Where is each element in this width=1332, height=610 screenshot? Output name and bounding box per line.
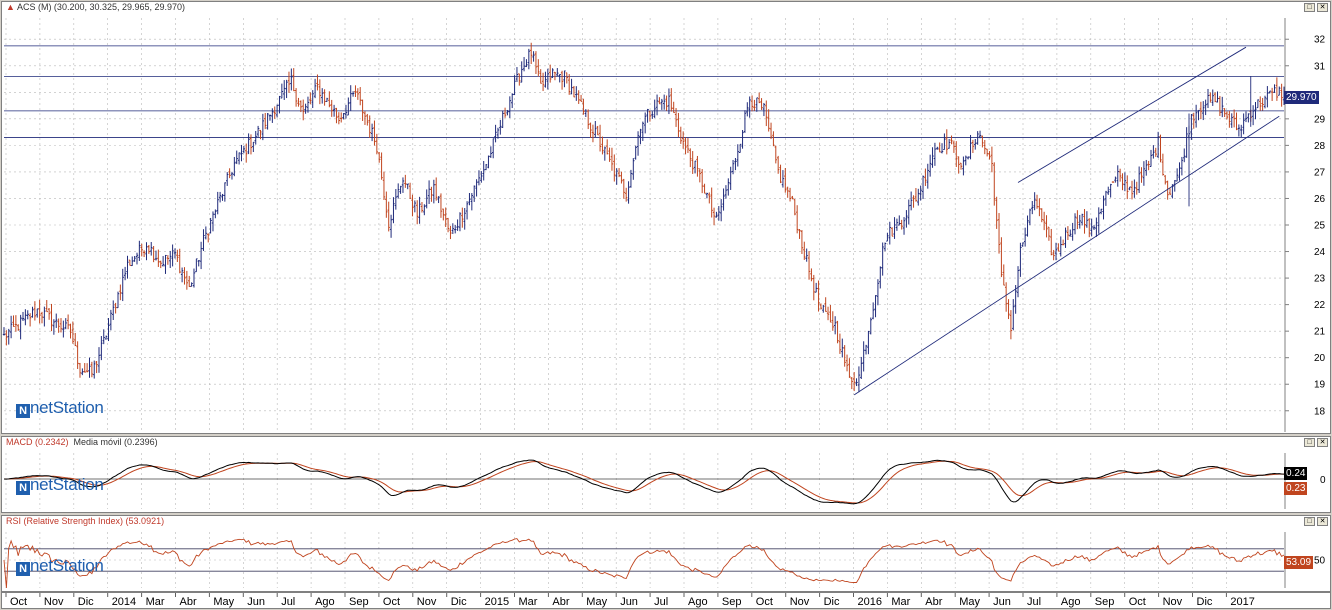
rsi-panel-title: RSI (Relative Strength Index) (53.0921) xyxy=(6,516,165,526)
close-button[interactable]: ✕ xyxy=(1317,438,1328,447)
price-panel-title: ▲ ACS (M) (30.200, 30.325, 29.965, 29.97… xyxy=(6,2,186,12)
x-axis-label: Ago xyxy=(315,596,335,608)
x-axis-label: Ago xyxy=(688,596,708,608)
x-axis-label: Jun xyxy=(620,596,638,608)
netstation-logo-icon: N xyxy=(16,562,30,576)
close-button[interactable]: ✕ xyxy=(1317,517,1328,526)
x-axis-label: Dic xyxy=(451,596,467,608)
price-y-ticks: 18 19 20 21 22 23 24 25 26 27 28 29 31 32 xyxy=(1285,35,1326,417)
x-axis-labels: Oct Nov Dic 2014 Mar Abr May Jun Jul Ago Sep Oct Nov… xyxy=(5,593,1255,608)
x-axis-label: Abr xyxy=(925,596,942,608)
price-panel: ▲ ACS (M) (30.200, 30.325, 29.965, 29.97… xyxy=(1,1,1331,434)
price-y-tick-label: 26 xyxy=(1314,194,1326,205)
rsi-mid-label: 50 xyxy=(1314,556,1326,567)
price-y-tick-label: 18 xyxy=(1314,406,1326,417)
x-axis-label: Sep xyxy=(1095,596,1115,608)
x-axis-label: May xyxy=(586,596,607,608)
close-button[interactable]: ✕ xyxy=(1317,3,1328,12)
x-axis-label: Abr xyxy=(180,596,197,608)
price-y-tick-label: 21 xyxy=(1314,327,1326,338)
x-axis-label: May xyxy=(959,596,980,608)
price-y-tick-label: 28 xyxy=(1314,141,1326,152)
x-axis-label: Nov xyxy=(417,596,437,608)
rsi-line xyxy=(3,538,1285,589)
restore-button[interactable]: □ xyxy=(1304,3,1315,12)
netstation-logo-icon: N xyxy=(16,404,30,418)
last-price-tag: 29.970 xyxy=(1284,91,1319,104)
price-chart: 18 19 20 21 22 23 24 25 26 27 28 29 31 32 xyxy=(2,18,1326,432)
signal-value-tag: 0.23 xyxy=(1284,482,1308,495)
macd-grid xyxy=(5,453,1227,509)
x-axis-label: Dic xyxy=(1197,596,1213,608)
macd-chart: 0 xyxy=(3,453,1326,509)
x-axis-label: Abr xyxy=(552,596,569,608)
x-axis-label: Nov xyxy=(44,596,64,608)
price-y-tick-label: 23 xyxy=(1314,274,1326,285)
x-axis-label: Oct xyxy=(383,596,400,608)
rsi-grid xyxy=(5,532,1227,588)
signal-line xyxy=(4,460,1284,504)
macd-value-tag: 0.24 xyxy=(1284,467,1308,480)
x-axis-label: Mar xyxy=(519,596,538,608)
x-axis-label: Jul xyxy=(281,596,295,608)
x-axis-label: 2014 xyxy=(112,596,136,608)
macd-panel: MACD (0.2342) Media móvil (0.2396) □ ✕ 0… xyxy=(1,436,1331,513)
x-axis-label: Jul xyxy=(654,596,668,608)
macd-line xyxy=(3,459,1285,505)
x-axis-label: 2015 xyxy=(485,596,509,608)
x-axis-label: 2017 xyxy=(1230,596,1254,608)
x-axis-label: Nov xyxy=(790,596,810,608)
x-axis-label: Mar xyxy=(891,596,910,608)
x-axis-label: Dic xyxy=(78,596,94,608)
x-axis-label: Nov xyxy=(1163,596,1183,608)
x-axis-label: Oct xyxy=(756,596,773,608)
x-axis-label: Ago xyxy=(1061,596,1081,608)
price-y-tick-label: 32 xyxy=(1314,35,1326,46)
price-y-tick-label: 31 xyxy=(1314,61,1326,72)
restore-button[interactable]: □ xyxy=(1304,438,1315,447)
macd-panel-title: MACD (0.2342) Media móvil (0.2396) xyxy=(6,437,158,447)
price-y-tick-label: 22 xyxy=(1314,300,1326,311)
x-axis-label: Jun xyxy=(993,596,1011,608)
rsi-panel: RSI (Relative Strength Index) (53.0921) … xyxy=(1,515,1331,592)
x-axis-label: May xyxy=(213,596,234,608)
netstation-logo-icon: N xyxy=(16,481,30,495)
rsi-chart: 50 xyxy=(3,532,1326,589)
price-y-tick-label: 27 xyxy=(1314,167,1326,178)
x-axis-label: Sep xyxy=(722,596,742,608)
x-axis-label: Oct xyxy=(10,596,27,608)
x-axis-label: Oct xyxy=(1129,596,1146,608)
restore-button[interactable]: □ xyxy=(1304,517,1315,526)
x-axis-label: Sep xyxy=(349,596,369,608)
x-axis: Oct Nov Dic 2014 Mar Abr May Jun Jul Ago Sep Oct Nov… xyxy=(1,592,1331,609)
rsi-value-tag: 53.09 xyxy=(1284,556,1314,569)
x-axis-label: Jun xyxy=(247,596,265,608)
x-axis-label: Mar xyxy=(146,596,165,608)
x-axis-label: Jul xyxy=(1027,596,1041,608)
x-axis-label: Dic xyxy=(824,596,840,608)
price-y-tick-label: 19 xyxy=(1314,380,1326,391)
macd-zero-label: 0 xyxy=(1320,475,1326,486)
price-grid xyxy=(4,18,1284,432)
price-y-tick-label: 24 xyxy=(1314,247,1326,258)
price-bars xyxy=(2,42,1286,393)
price-y-tick-label: 20 xyxy=(1314,353,1326,364)
price-y-tick-label: 29 xyxy=(1314,114,1326,125)
x-axis-label: 2016 xyxy=(858,596,882,608)
price-y-tick-label: 25 xyxy=(1314,221,1326,232)
channel-upper-line xyxy=(1017,46,1247,183)
channel-lower-line xyxy=(853,115,1280,396)
